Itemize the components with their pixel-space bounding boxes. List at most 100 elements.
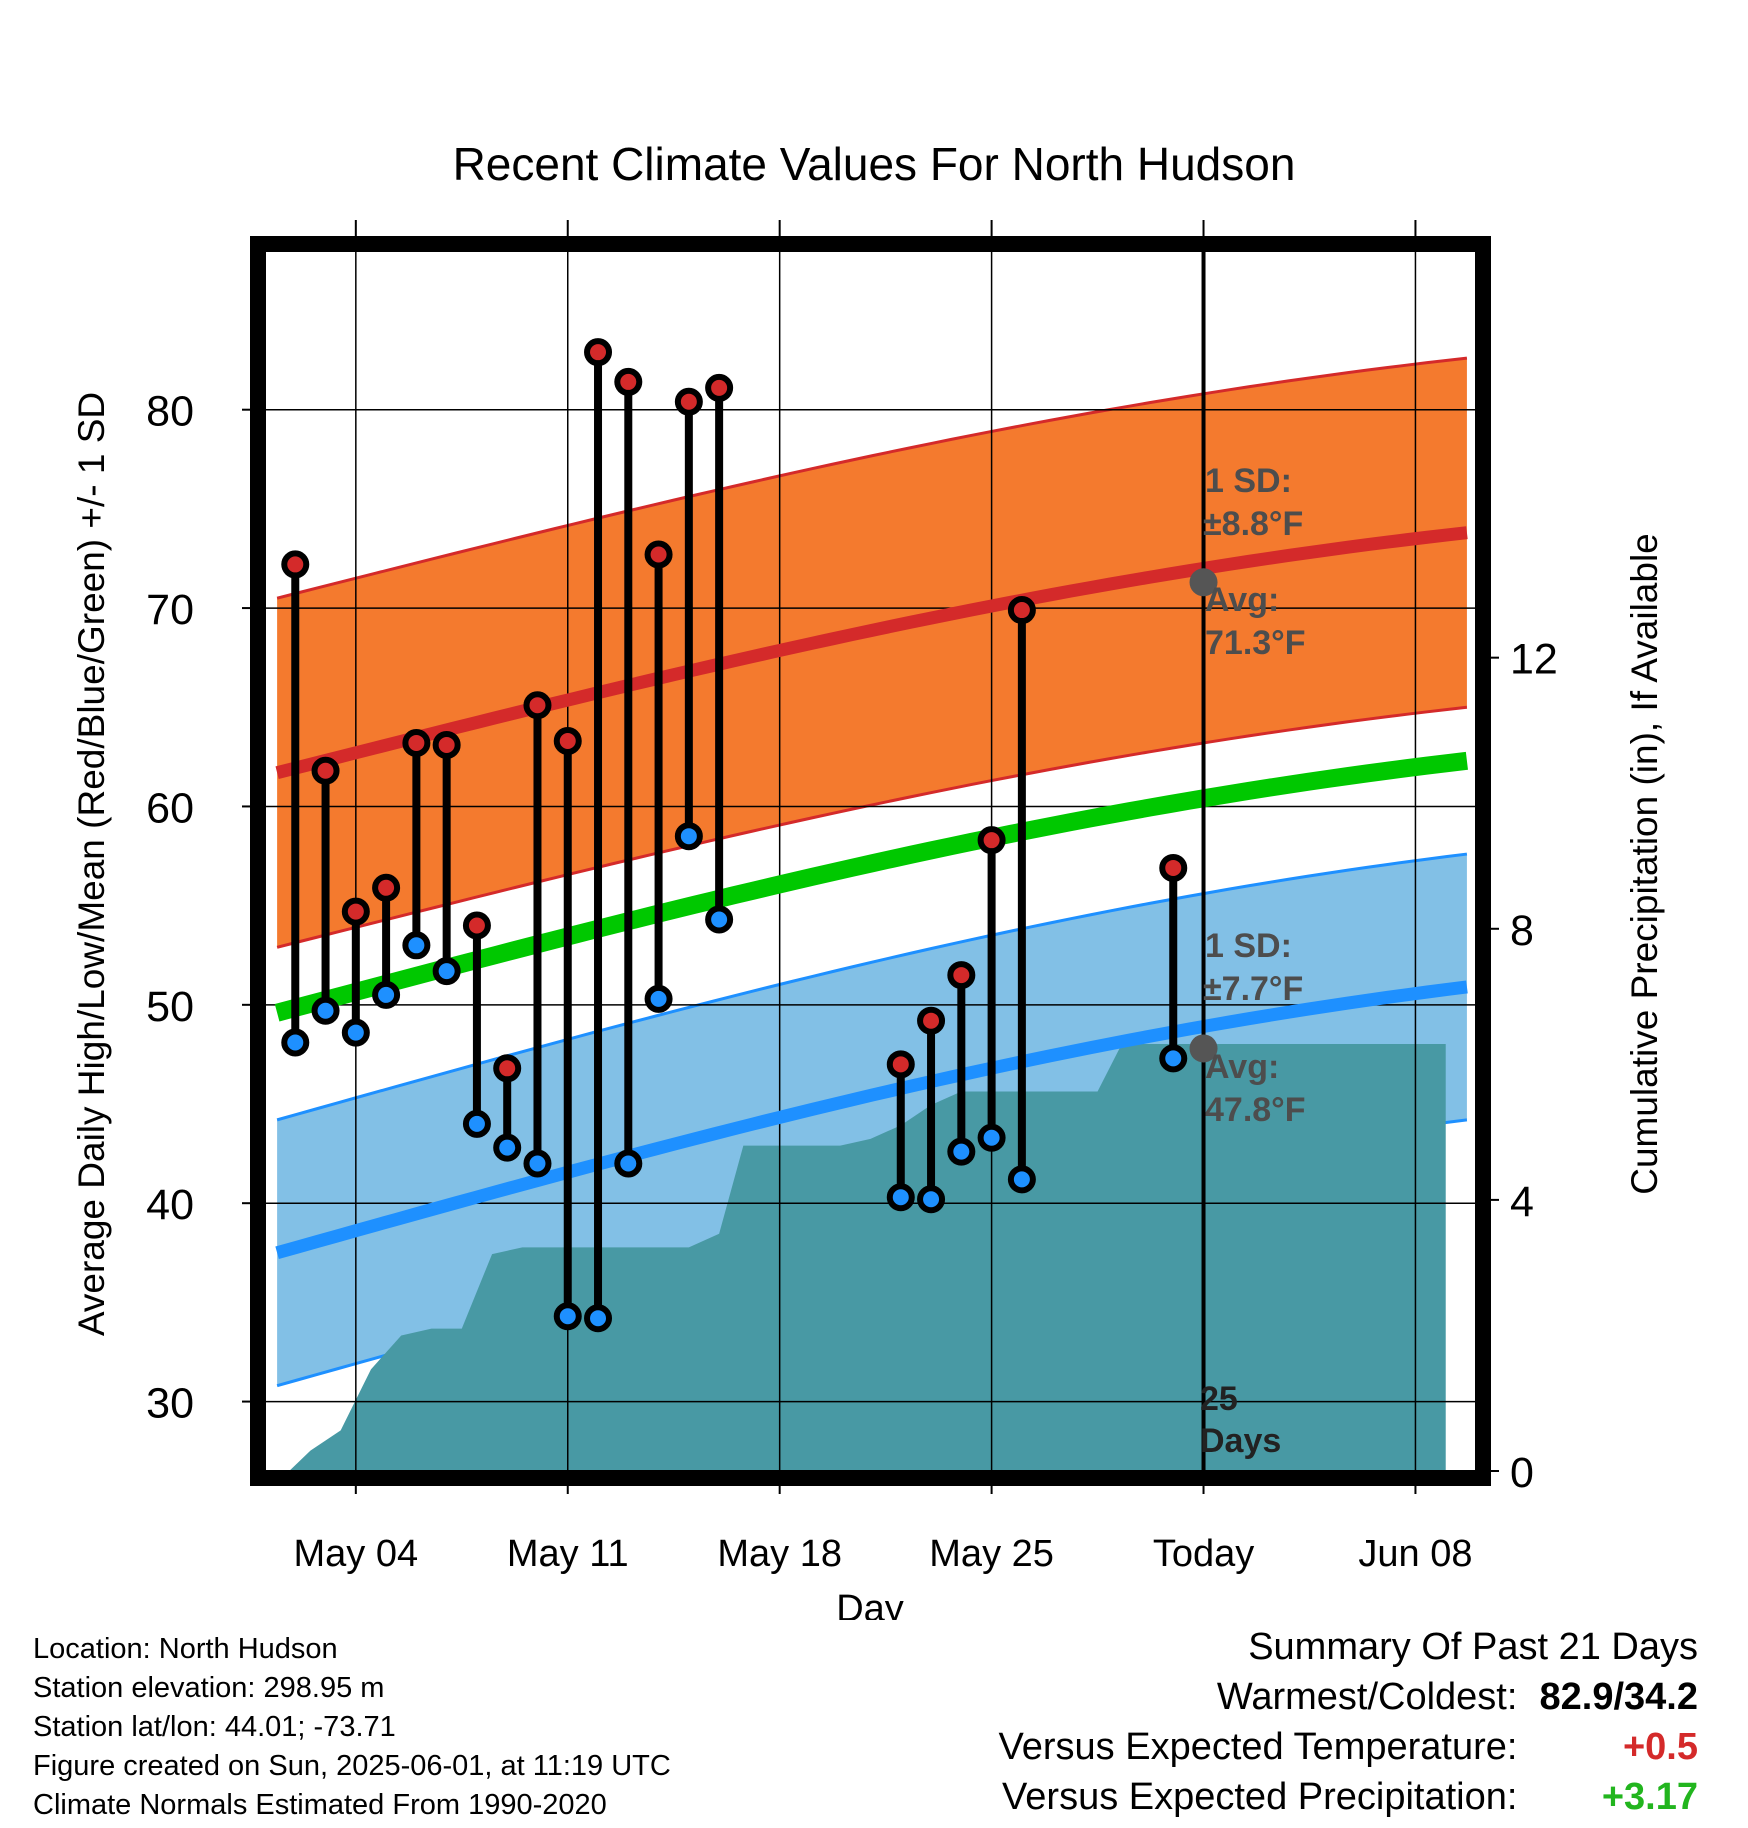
- precip-value: +3.17: [1601, 1776, 1698, 1818]
- obs-high-point: [674, 387, 703, 416]
- obs-high-point: [553, 726, 582, 755]
- obs-low-point: [523, 1149, 552, 1178]
- precip-area: [289, 1044, 1446, 1471]
- summary-title: Summary Of Past 21 Days: [1248, 1626, 1698, 1668]
- obs-high-point: [523, 691, 552, 720]
- obs-low-point: [341, 1018, 370, 1047]
- high-sd-upper-edge: [276, 356, 1468, 600]
- obs-high-point: [584, 338, 613, 367]
- figure-created: Figure created on Sun, 2025-06-01, at 11…: [33, 1750, 671, 1782]
- obs-high-point: [372, 873, 401, 902]
- climate-normals-note: Climate Normals Estimated From 1990-2020: [33, 1789, 607, 1821]
- obs-low-point: [644, 984, 673, 1013]
- obs-high-point: [281, 550, 310, 579]
- y-tick-label: 50: [146, 983, 194, 1031]
- obs-low-point: [432, 957, 461, 986]
- summary-precipitation: Versus Expected Precipitation: +3.17: [999, 1772, 1698, 1822]
- obs-low-point: [372, 980, 401, 1009]
- obs-high-point: [432, 730, 461, 759]
- high-sd-value: ±8.8°F: [1203, 505, 1303, 543]
- obs-low-point: [674, 822, 703, 851]
- climate-chart: Recent Climate Values For North Hudson A…: [71, 138, 1665, 1620]
- obs-high-point: [493, 1054, 522, 1083]
- y-tick-label: 60: [146, 784, 194, 832]
- y-axis-label: Average Daily High/Low/Mean (Red/Blue/Gr…: [71, 392, 112, 1336]
- low-avg-label: Avg:: [1205, 1048, 1279, 1086]
- x-tick-label: May 25: [929, 1533, 1054, 1575]
- y-tick-label: 40: [146, 1181, 194, 1229]
- obs-high-point: [977, 826, 1006, 855]
- high-sd-band: [277, 358, 1467, 948]
- high-avg-marker: [1189, 568, 1218, 597]
- obs-high-point: [705, 373, 734, 402]
- observation-marks: [281, 338, 1188, 1333]
- obs-low-point: [281, 1028, 310, 1057]
- temp-label: Versus Expected Temperature:: [998, 1726, 1518, 1768]
- x-tick-label: May 18: [717, 1533, 842, 1575]
- y2-tick-label: 8: [1510, 907, 1534, 955]
- high-avg-label: Avg:: [1205, 581, 1279, 619]
- plot-frame: [250, 236, 1491, 1486]
- x-tick-label: May 04: [294, 1533, 419, 1575]
- plot-area: [265, 251, 1476, 1471]
- station-latlon: Station lat/lon: 44.01; -73.71: [33, 1711, 396, 1743]
- x-tick-label: May 11: [507, 1533, 629, 1575]
- obs-high-point: [1159, 853, 1188, 882]
- obs-high-point: [1007, 596, 1036, 625]
- obs-high-point: [644, 540, 673, 569]
- high-mean-line: [275, 526, 1468, 780]
- obs-high-point: [614, 367, 643, 396]
- days-count: 25: [1200, 1380, 1238, 1418]
- low-sd-label: 1 SD:: [1205, 927, 1292, 965]
- obs-low-point: [947, 1137, 976, 1166]
- obs-low-point: [584, 1304, 613, 1333]
- summary-temperature: Versus Expected Temperature: +0.5: [999, 1722, 1698, 1772]
- obs-high-point: [311, 756, 340, 785]
- warm-cold-value: 82.9/34.2: [1539, 1676, 1698, 1718]
- obs-low-point: [1159, 1044, 1188, 1073]
- temp-value: +0.5: [1622, 1726, 1698, 1768]
- obs-high-point: [462, 911, 491, 940]
- x-tick-label: Today: [1153, 1533, 1254, 1575]
- low-avg-marker: [1189, 1034, 1218, 1063]
- station-location: Location: North Hudson: [33, 1633, 338, 1665]
- obs-low-point: [977, 1123, 1006, 1152]
- obs-high-point: [886, 1050, 915, 1079]
- low-mean-line: [275, 980, 1468, 1260]
- obs-low-point: [1007, 1165, 1036, 1194]
- obs-low-point: [614, 1149, 643, 1178]
- obs-high-point: [341, 897, 370, 926]
- obs-low-point: [705, 905, 734, 934]
- obs-low-point: [886, 1183, 915, 1212]
- x-axis-label: Day: [836, 1588, 904, 1620]
- y-tick-label: 70: [146, 586, 194, 634]
- precip-label: Versus Expected Precipitation:: [1002, 1776, 1518, 1818]
- y2-tick-label: 12: [1510, 636, 1558, 684]
- obs-low-point: [311, 996, 340, 1025]
- low-sd-value: ±7.7°F: [1203, 970, 1303, 1008]
- annotations: 1 SD: ±8.8°F Avg: 71.3°F 1 SD: ±7.7°F Av…: [1200, 462, 1306, 1460]
- obs-high-point: [402, 728, 431, 757]
- obs-low-point: [917, 1185, 946, 1214]
- y2-tick-label: 0: [1510, 1449, 1534, 1497]
- y-tick-label: 30: [146, 1380, 194, 1428]
- high-avg-value: 71.3°F: [1205, 624, 1306, 662]
- axes: 30 40 50 60 70 80 0 4 8 12 May 04 May 11 May 18 May 2…: [146, 220, 1558, 1575]
- obs-low-point: [493, 1133, 522, 1162]
- summary-panel: Summary Of Past 21 Days Warmest/Coldest:…: [999, 1622, 1698, 1822]
- x-tick-label: Jun 08: [1358, 1533, 1472, 1575]
- obs-high-point: [947, 961, 976, 990]
- high-sd-label: 1 SD:: [1205, 462, 1292, 500]
- low-avg-value: 47.8°F: [1205, 1091, 1306, 1129]
- warm-cold-label: Warmest/Coldest:: [1216, 1676, 1518, 1718]
- station-elevation: Station elevation: 298.95 m: [33, 1672, 385, 1704]
- obs-low-point: [553, 1302, 582, 1331]
- station-info: Location: North Hudson Station elevation…: [33, 1630, 671, 1825]
- days-label: Days: [1200, 1422, 1281, 1460]
- y-tick-label: 80: [146, 388, 194, 436]
- obs-low-point: [402, 931, 431, 960]
- chart-title: Recent Climate Values For North Hudson: [453, 138, 1296, 190]
- summary-warm-cold: Warmest/Coldest: 82.9/34.2: [999, 1672, 1698, 1722]
- y2-axis-label: Cumulative Precipitation (in), If Availa…: [1624, 533, 1665, 1195]
- obs-low-point: [462, 1109, 491, 1138]
